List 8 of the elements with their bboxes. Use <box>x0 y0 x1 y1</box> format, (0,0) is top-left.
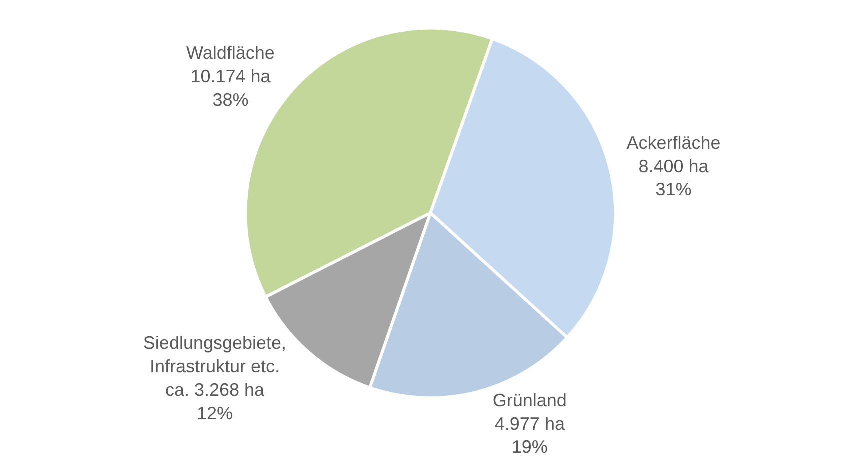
data-label: 4.977 ha 19% <box>494 414 566 458</box>
slice-label: Ackerfläche <box>626 132 721 153</box>
slice-label: Grünland <box>492 390 567 410</box>
data-label: ca. 3.268 ha 12% <box>165 380 266 424</box>
slice-label: Waldfläche <box>186 43 275 64</box>
slice-label: Siedlungsgebiete, Infrastruktur etc. <box>143 333 287 377</box>
data-label: 8.400 ha 31% <box>638 156 710 200</box>
data-label: 10.174 ha 38% <box>190 66 272 110</box>
